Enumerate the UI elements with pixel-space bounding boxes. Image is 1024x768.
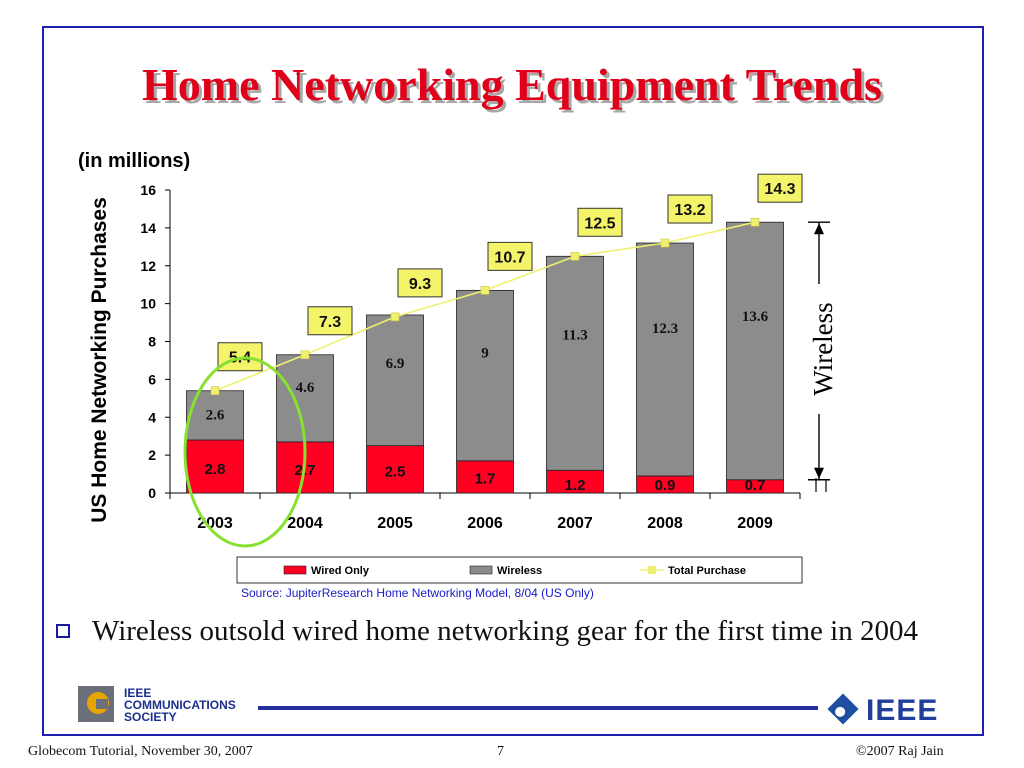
legend-swatch-wireless	[469, 565, 493, 575]
data-label-total-2004: 7.3	[319, 314, 341, 331]
y-axis-title: US Home Networking Purchases	[88, 197, 111, 523]
bar-wired-2005	[366, 445, 424, 494]
x-tick-label-2009: 2009	[737, 515, 773, 532]
bracket-label: Wireless	[808, 302, 838, 395]
data-label-wired-2003: 2.8	[205, 461, 226, 478]
legend-swatch-total-marker	[648, 566, 656, 574]
bar-wired-2006	[456, 460, 514, 494]
bar-wireless-2006	[456, 289, 514, 462]
bullet-text: Wireless outsold wired home networking g…	[92, 615, 918, 647]
point-total-2004	[300, 350, 310, 360]
point-total-2006	[480, 286, 490, 295]
x-tick-label-2004: 2004	[287, 515, 323, 532]
bracket-label-bg	[805, 284, 833, 414]
point-total-2005	[390, 312, 400, 322]
point-total-2007	[570, 251, 580, 261]
chart: 0 2 4 6 8 10 12 14 16 US Home Networking Purchase…	[78, 150, 838, 600]
x-tick-label-2005: 2005	[377, 515, 413, 532]
data-label-total-2009: 14.3	[764, 181, 795, 198]
slide-title: Home Networking Equipment Trends	[142, 59, 882, 110]
y-tick-label: 4	[148, 409, 156, 425]
x-tick-label-2007: 2007	[557, 515, 593, 532]
label-box-total-2009	[757, 173, 803, 203]
slide-frame	[42, 26, 984, 736]
y-tick-label: 2	[148, 447, 156, 463]
bar-wireless-2005	[366, 314, 424, 447]
footer-page-number: 7	[497, 744, 504, 759]
data-label-wired-2005: 2.5	[385, 464, 406, 481]
y-tick-label: 6	[148, 371, 156, 387]
legend-label-wireless: Wireless	[497, 565, 542, 577]
bar-wireless-2009	[726, 221, 784, 481]
data-label-wired-2008: 0.9	[655, 477, 676, 494]
comsoc-logo-text: IEEE COMMUNICATIONS SOCIETY	[124, 686, 236, 724]
bracket-arrow-up	[814, 223, 824, 235]
y-tick-label: 14	[140, 220, 156, 236]
bar-wired-2003	[186, 439, 244, 494]
data-label-total-2006: 10.7	[494, 249, 525, 266]
label-box-total-2003	[217, 342, 263, 372]
legend-box	[236, 556, 803, 584]
x-tick-label-2006: 2006	[467, 515, 503, 532]
data-label-wireless-2003: 2.6	[206, 408, 225, 424]
label-box-total-2004	[307, 306, 353, 336]
x-tick-label-2008: 2008	[647, 515, 683, 532]
data-label-wired-2006: 1.7	[475, 471, 496, 488]
units-note: (in millions)	[78, 150, 190, 172]
label-box-total-2005	[397, 268, 443, 298]
bullet-square-icon	[56, 624, 70, 638]
data-label-wireless-2004: 4.6	[296, 380, 315, 396]
data-label-total-2008: 13.2	[674, 202, 705, 219]
label-box-total-2008	[667, 194, 713, 224]
data-label-total-2005: 9.3	[409, 276, 431, 293]
data-label-wired-2007: 1.2	[565, 477, 586, 494]
bar-wireless-2008	[636, 242, 694, 477]
y-tick-label: 12	[140, 258, 156, 274]
bar-wireless-2007	[546, 255, 604, 471]
x-tick-label-2003: 2003	[197, 515, 233, 532]
data-label-total-2007: 12.5	[584, 215, 615, 232]
y-tick-label: 8	[148, 334, 156, 350]
data-label-wireless-2007: 11.3	[562, 327, 587, 343]
chart-source: Source: JupiterResearch Home Networking …	[241, 586, 594, 600]
point-total-2008	[660, 238, 670, 248]
legend-swatch-wired	[283, 565, 307, 575]
y-tick-label: 16	[140, 182, 156, 198]
footer-right: ©2007 Raj Jain	[856, 744, 944, 759]
label-box-total-2007	[577, 207, 623, 237]
bar-wireless-2004	[276, 354, 334, 443]
point-total-2009	[750, 217, 760, 227]
highlight-circle-2003	[183, 356, 307, 548]
footer-divider	[258, 706, 818, 710]
data-label-wireless-2009: 13.6	[742, 309, 769, 325]
y-tick-label: 0	[148, 485, 156, 501]
point-total-2003	[210, 386, 220, 396]
comsoc-logo-icon	[78, 686, 114, 722]
legend-label-total: Total Purchase	[668, 565, 746, 577]
data-label-wireless-2008: 12.3	[652, 321, 678, 337]
label-box-total-2006	[487, 241, 533, 271]
footer-left: Globecom Tutorial, November 30, 2007	[28, 744, 253, 759]
data-label-wireless-2005: 6.9	[386, 356, 405, 372]
bracket-arrow-down	[814, 467, 824, 479]
data-label-wired-2009: 0.7	[745, 477, 766, 494]
y-tick-label: 10	[140, 296, 156, 312]
legend-label-wired: Wired Only	[311, 565, 370, 577]
data-label-wireless-2006: 9	[481, 346, 489, 362]
